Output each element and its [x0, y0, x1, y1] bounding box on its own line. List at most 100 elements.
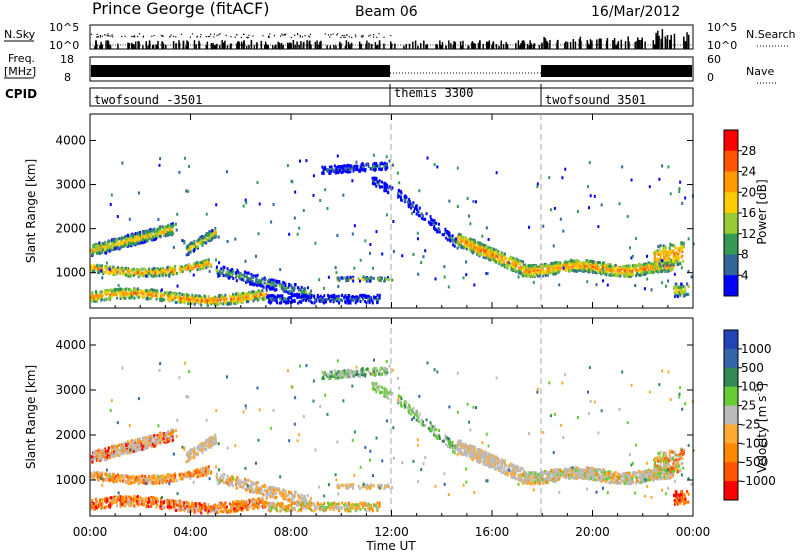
power-cell — [457, 205, 459, 208]
power-cell — [122, 242, 124, 245]
nsearch-dot — [330, 34, 331, 35]
velocity-cell — [144, 447, 146, 450]
power-cell — [114, 272, 116, 275]
power-cell — [313, 302, 315, 305]
power-cell — [243, 273, 245, 276]
nsky-bar — [515, 43, 517, 49]
power-cell — [621, 268, 623, 271]
nsearch-dot — [190, 37, 191, 38]
power-cell — [244, 260, 246, 263]
power-cell — [654, 258, 656, 261]
power-cell — [122, 288, 124, 291]
power-cell — [283, 300, 285, 303]
power-cell — [532, 267, 534, 270]
nsearch-dot — [112, 36, 113, 37]
power-cell — [632, 255, 634, 258]
power-cell — [626, 275, 628, 278]
power-cell — [163, 293, 165, 296]
power-cell — [520, 262, 522, 265]
power-cell — [221, 302, 223, 305]
power-cell — [154, 271, 156, 274]
power-cell — [657, 253, 659, 256]
power-cell — [564, 168, 566, 171]
nsearch-dot — [97, 34, 98, 35]
power-cell — [444, 275, 446, 278]
power-cell — [556, 266, 558, 269]
power-cell — [287, 164, 289, 167]
power-cell — [351, 179, 353, 182]
power-cell — [207, 265, 209, 268]
nsearch-dot — [355, 36, 356, 37]
power-cell — [421, 212, 423, 215]
power-cell — [199, 294, 201, 297]
nsky-bar — [450, 43, 452, 49]
nsearch-dot — [329, 36, 330, 37]
power-cell — [302, 295, 304, 298]
power-cell — [583, 262, 585, 265]
power-cell — [658, 178, 660, 181]
power-cell — [241, 278, 243, 281]
power-cell — [364, 239, 366, 242]
power-cell — [536, 185, 538, 188]
power-cell — [660, 265, 662, 268]
power-cell — [247, 272, 249, 275]
power-cell — [208, 258, 210, 261]
power-cell — [391, 186, 393, 189]
power-cell — [236, 296, 238, 299]
power-cell — [675, 290, 677, 293]
power-cell — [681, 242, 683, 245]
power-cell — [228, 277, 230, 280]
power-cell — [443, 265, 445, 268]
power-cell — [376, 177, 378, 180]
power-cell — [457, 167, 459, 170]
nsearch-dot — [133, 36, 134, 37]
power-cell — [162, 274, 164, 277]
power-cell — [412, 253, 414, 256]
power-cell — [263, 281, 265, 284]
power-cell — [404, 195, 406, 198]
nsky-bar — [596, 40, 598, 49]
power-cell — [436, 230, 438, 233]
power-cell — [448, 234, 450, 237]
power-cell — [216, 266, 218, 269]
power-cell — [258, 298, 260, 301]
nsearch-dot — [378, 33, 379, 34]
nsky-bar — [306, 45, 308, 49]
power-cell — [485, 246, 487, 249]
nsky-bar — [636, 41, 638, 49]
power-cell — [367, 298, 369, 301]
power-cell — [208, 261, 210, 264]
power-cell — [241, 274, 243, 277]
power-cell — [328, 276, 330, 279]
power-cell — [528, 226, 530, 229]
power-cell — [278, 280, 280, 283]
nsky-bar — [471, 42, 473, 49]
power-cell — [669, 243, 671, 246]
nsky-bar — [117, 44, 119, 49]
power-cell — [172, 232, 174, 235]
nsky-bar — [127, 43, 128, 49]
power-cell — [173, 246, 175, 249]
power-cell — [465, 260, 467, 263]
power-cell — [631, 270, 633, 273]
power-cell — [108, 297, 110, 300]
power-cell — [488, 238, 490, 241]
power-cell — [534, 265, 536, 268]
nsearch-dot — [248, 37, 249, 38]
power-cell — [501, 264, 503, 267]
power-cell — [335, 266, 337, 269]
power-cell — [678, 190, 680, 193]
power-cell — [256, 284, 258, 287]
power-cell — [673, 286, 675, 289]
power-cell — [386, 155, 388, 158]
nsearch-dot — [210, 34, 211, 35]
power-cell — [414, 207, 416, 210]
power-cell — [662, 251, 664, 254]
power-cell — [338, 295, 340, 298]
power-cell — [156, 298, 158, 301]
power-cell — [678, 291, 680, 294]
power-cell — [602, 262, 604, 265]
nsky-bar — [473, 43, 475, 49]
nsearch-dot — [154, 35, 155, 36]
power-cell — [255, 274, 257, 277]
